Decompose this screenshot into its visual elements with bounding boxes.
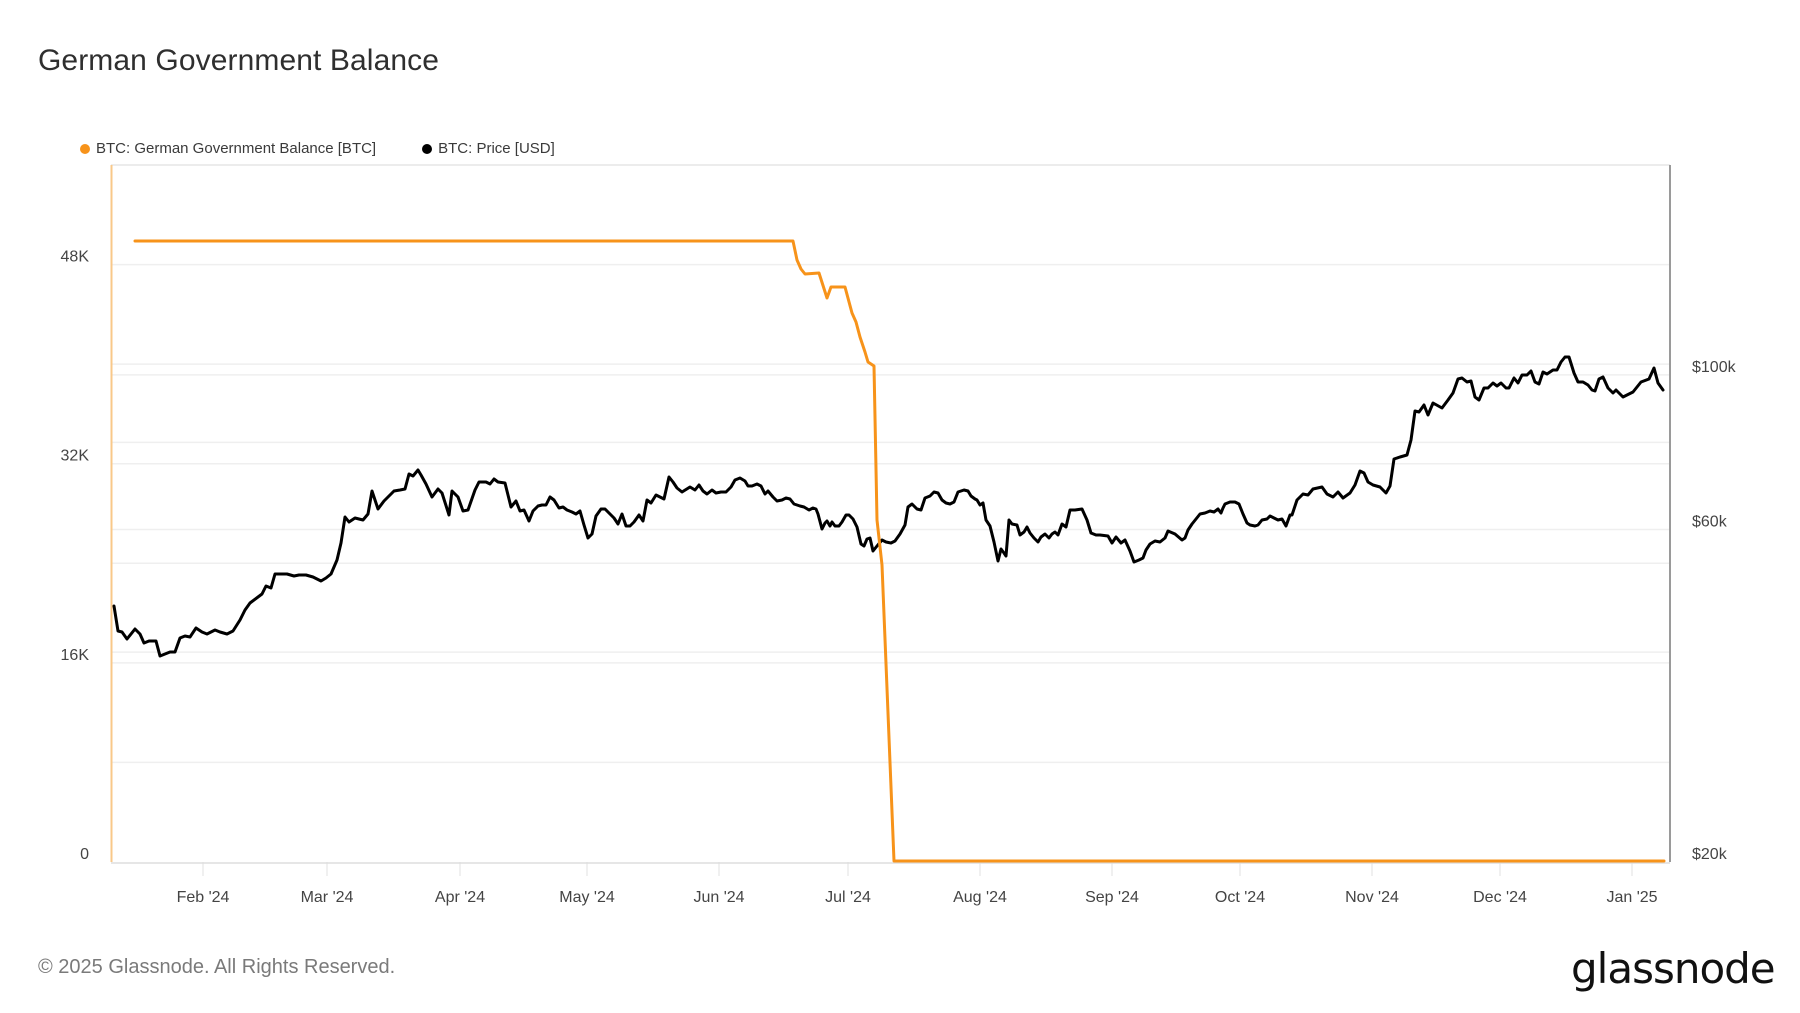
x-tick-label: Mar '24 xyxy=(301,889,354,906)
black-dot-icon xyxy=(422,143,433,154)
y-left-tick-label: 16K xyxy=(61,647,90,664)
x-tick-label: Jan '25 xyxy=(1606,889,1657,906)
x-tick-label: Jun '24 xyxy=(693,889,744,906)
orange-dot-icon xyxy=(80,143,90,154)
x-tick-label: May '24 xyxy=(559,889,615,906)
y-right-tick-label: $60k xyxy=(1692,513,1728,530)
x-tick-label: Apr '24 xyxy=(435,889,485,906)
price-series-line xyxy=(112,355,1665,658)
chart-title: German Government Balance xyxy=(38,44,440,77)
x-tick-label: Sep '24 xyxy=(1085,889,1139,906)
x-tick-label: Oct '24 xyxy=(1215,889,1265,906)
x-tick-label: Dec '24 xyxy=(1473,889,1527,906)
balance-series-line xyxy=(133,239,1666,863)
y-left-tick-label: 32K xyxy=(61,448,90,465)
y-left-tick-label: 48K xyxy=(61,249,90,266)
glassnode-logo[interactable]: glassnode xyxy=(1571,944,1776,993)
legend-item-price[interactable]: BTC: Price [USD] xyxy=(422,140,555,157)
y-right-tick-label: $100k xyxy=(1692,359,1737,376)
legend-label-balance: BTC: German Government Balance [BTC] xyxy=(96,140,377,157)
x-tick-label: Feb '24 xyxy=(177,889,230,906)
x-axis: Feb '24 Mar '24 Apr '24 May '24 Jun '24 Jul '… xyxy=(177,862,1658,906)
x-tick-label: Nov '24 xyxy=(1345,889,1399,906)
legend-label-price: BTC: Price [USD] xyxy=(438,140,555,157)
y-axis-right: $20k $60k $100k xyxy=(1692,359,1737,863)
x-tick-label: Aug '24 xyxy=(953,889,1007,906)
x-tick-label: Jul '24 xyxy=(825,889,871,906)
y-axis-left: 0 16K 32K 48K xyxy=(61,249,90,863)
y-right-tick-label: $20k xyxy=(1692,846,1728,863)
gridlines xyxy=(111,263,1670,764)
legend-item-balance[interactable]: BTC: German Government Balance [BTC] xyxy=(80,140,376,157)
y-left-tick-label: 0 xyxy=(80,846,89,863)
copyright-text: © 2025 Glassnode. All Rights Reserved. xyxy=(38,956,396,978)
chart-legend: BTC: German Government Balance [BTC] BTC… xyxy=(80,140,601,157)
